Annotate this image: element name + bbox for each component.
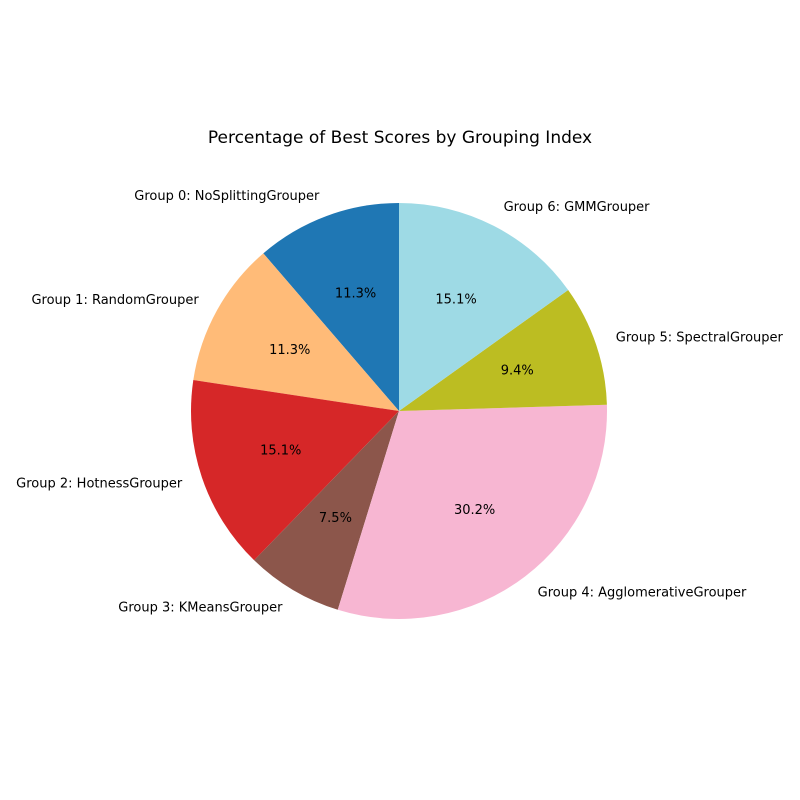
pie-slice-group-3 bbox=[254, 411, 399, 610]
slice-label-group-3: Group 3: KMeansGrouper bbox=[118, 600, 283, 615]
slice-label-group-1: Group 1: RandomGrouper bbox=[31, 293, 199, 308]
pie-slice-group-2 bbox=[191, 380, 399, 561]
slice-label-group-5: Group 5: SpectralGrouper bbox=[616, 330, 784, 345]
chart-title: Percentage of Best Scores by Grouping In… bbox=[208, 128, 592, 148]
slice-label-group-6: Group 6: GMMGrouper bbox=[504, 200, 651, 215]
slice-label-group-2: Group 2: HotnessGrouper bbox=[16, 477, 183, 492]
pie-slice-group-1 bbox=[193, 253, 399, 411]
percent-label-group-5: 9.4% bbox=[501, 364, 534, 379]
pie-slice-group-6 bbox=[399, 203, 569, 411]
pie-slice-group-0 bbox=[263, 203, 399, 411]
percent-label-group-2: 15.1% bbox=[260, 443, 301, 458]
pie-slice-group-4 bbox=[337, 404, 608, 620]
slice-labels: Group 0: NoSplittingGrouper Group 1: Rand… bbox=[16, 189, 783, 615]
percent-label-group-4: 30.2% bbox=[454, 503, 495, 518]
percent-label-group-3: 7.5% bbox=[319, 511, 352, 526]
slice-label-group-4: Group 4: AgglomerativeGrouper bbox=[538, 586, 747, 601]
pie-slices bbox=[191, 203, 608, 620]
percent-labels: 11.3% 11.3% 15.1% 7.5% 30.2% 9.4% 15.1% bbox=[260, 287, 534, 526]
percent-label-group-1: 11.3% bbox=[269, 343, 310, 358]
pie-slice-group-5 bbox=[399, 289, 607, 411]
slice-label-group-0: Group 0: NoSplittingGrouper bbox=[134, 189, 320, 204]
percent-label-group-6: 15.1% bbox=[435, 293, 476, 308]
percent-label-group-0: 11.3% bbox=[335, 287, 376, 302]
